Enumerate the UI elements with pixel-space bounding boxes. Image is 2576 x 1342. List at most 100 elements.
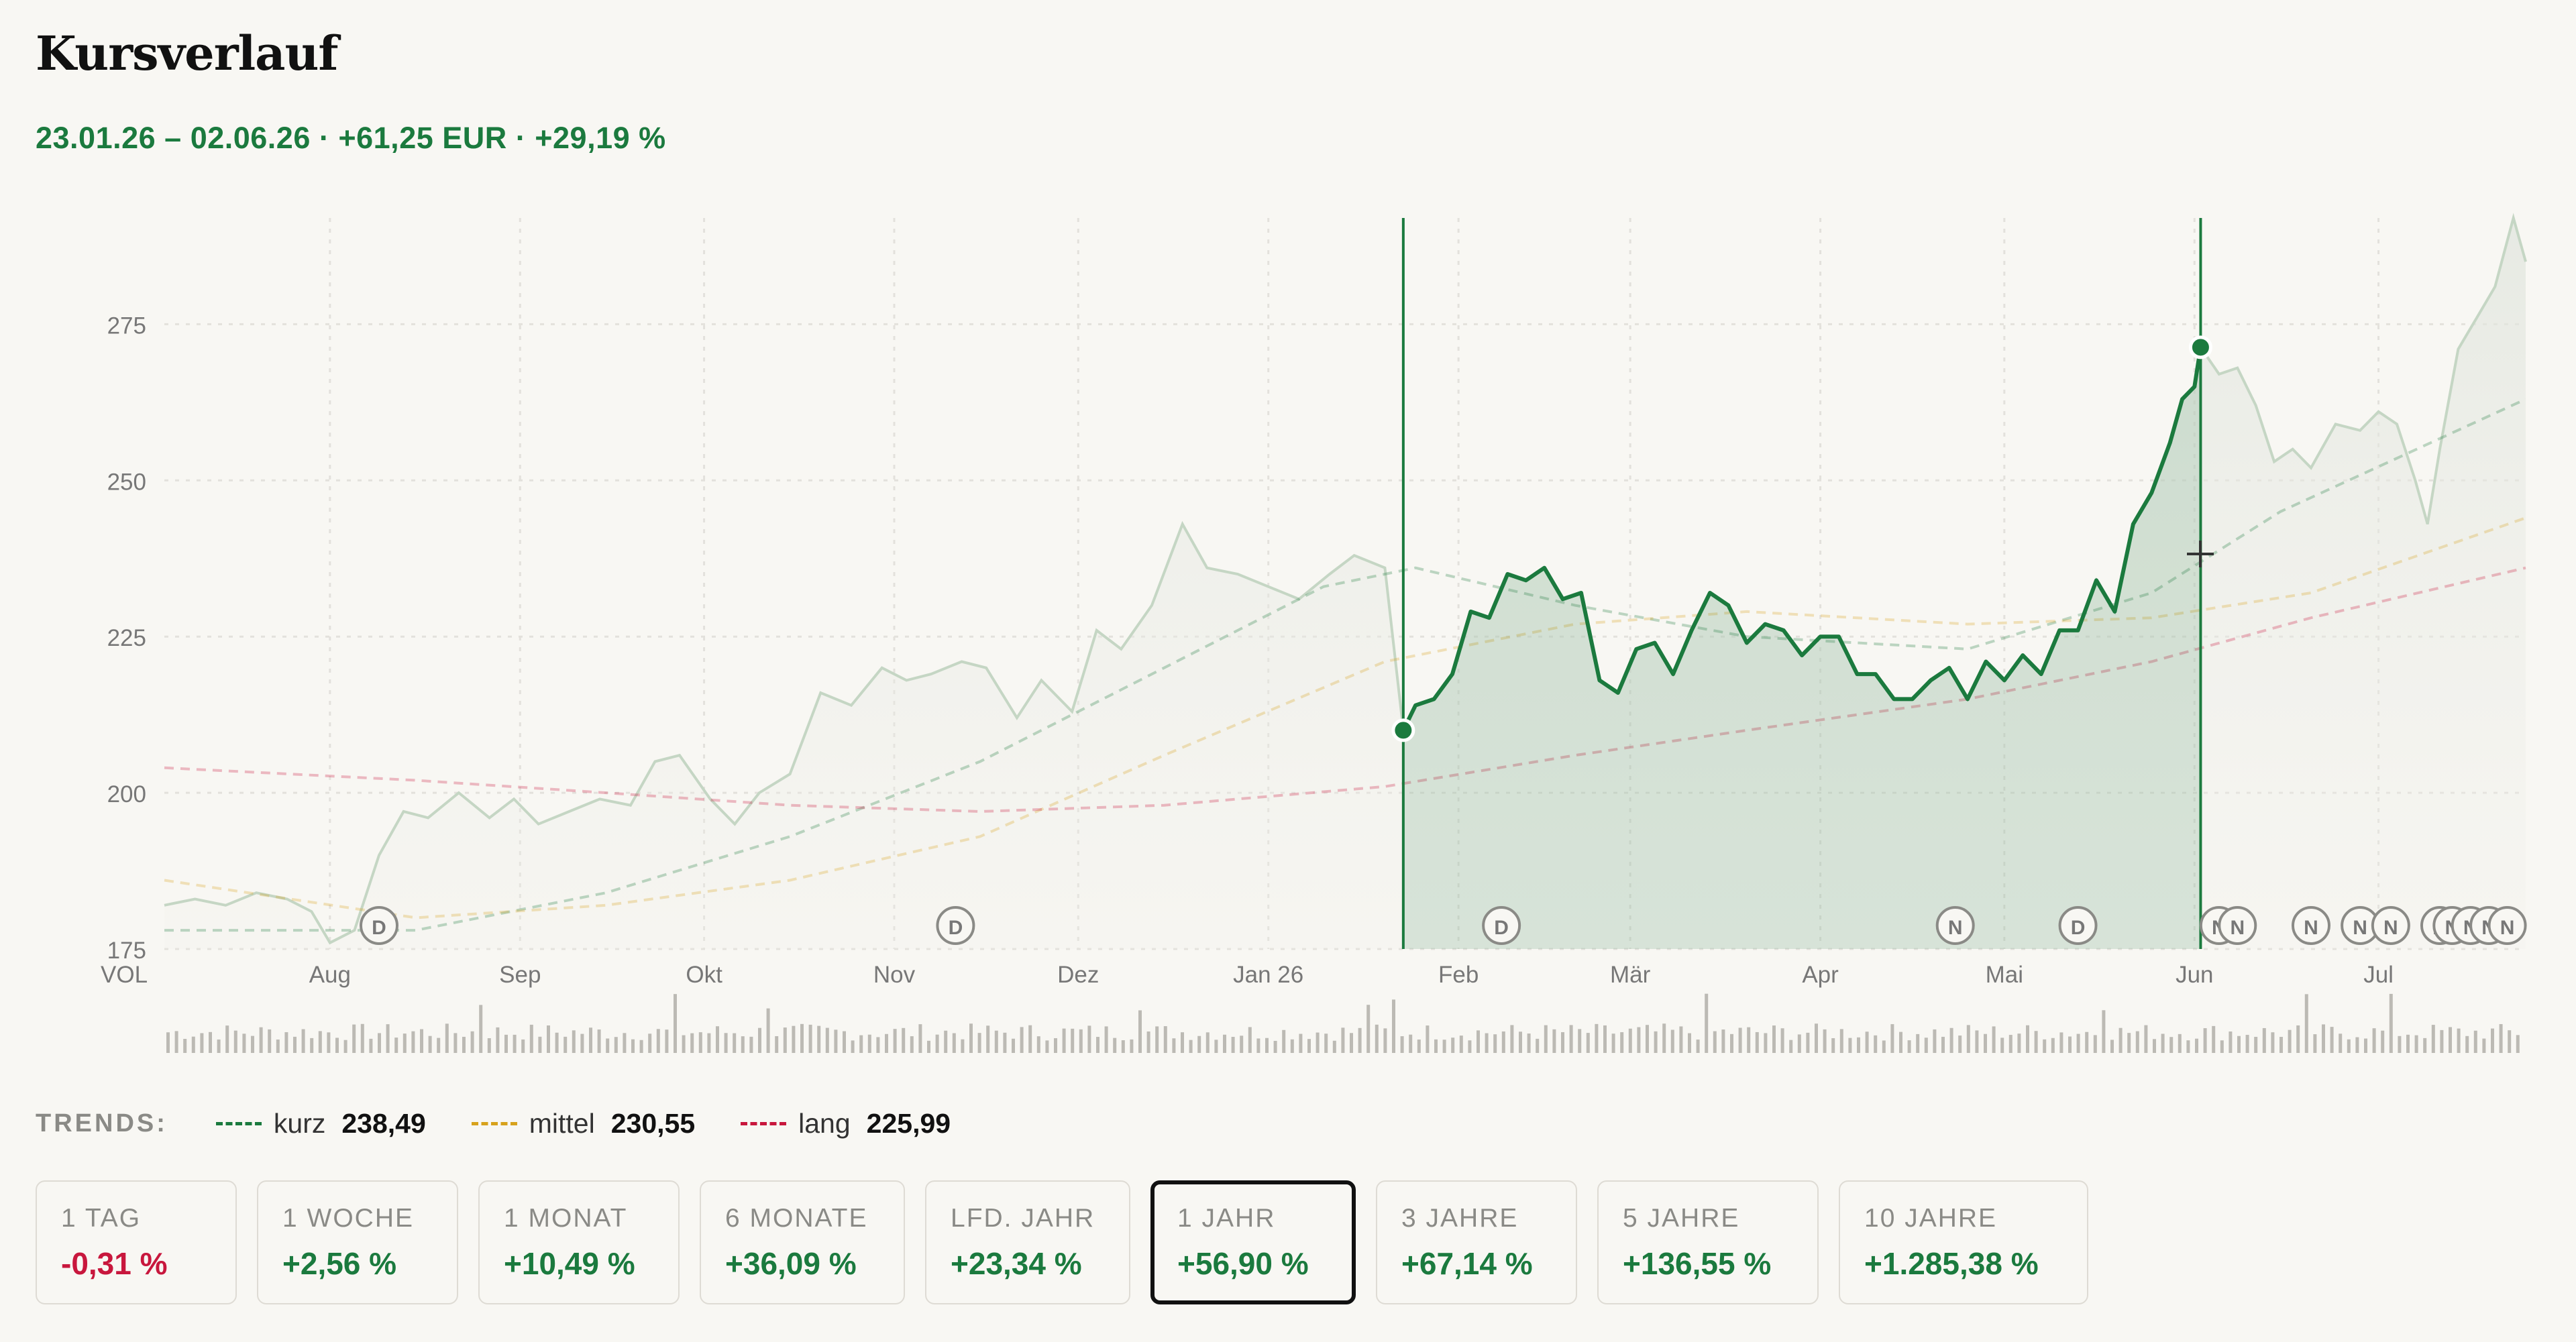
volume-bar: [2271, 1032, 2275, 1053]
volume-bar: [369, 1038, 373, 1053]
volume-bar: [453, 1033, 458, 1053]
volume-bar: [1392, 999, 1395, 1053]
volume-bar: [538, 1036, 542, 1053]
news-marker[interactable]: N: [1935, 906, 1975, 945]
period-change-value: +1.285,38 %: [1864, 1245, 2039, 1281]
volume-bar: [1223, 1034, 1226, 1053]
volume-bar: [766, 1008, 770, 1053]
dividend-marker[interactable]: D: [936, 906, 975, 945]
volume-bar: [1256, 1038, 1260, 1053]
volume-bar: [1569, 1025, 1573, 1053]
volume-bar: [2423, 1038, 2427, 1053]
volume-bar: [1857, 1037, 1860, 1053]
volume-bar: [318, 1031, 322, 1053]
period-label: 1 WOCHE: [282, 1203, 415, 1233]
volume-bar: [1172, 1038, 1176, 1053]
volume-bar: [2355, 1037, 2359, 1053]
volume-bar: [1654, 1031, 1658, 1053]
volume-bar: [166, 1032, 170, 1053]
period-button-1-woche[interactable]: 1 WOCHE +2,56 %: [257, 1180, 458, 1304]
dividend-marker[interactable]: D: [2058, 906, 2098, 945]
trend-lang: lang 225,99: [741, 1108, 951, 1139]
volume-bar: [2372, 1028, 2376, 1053]
volume-bar: [1696, 1040, 1700, 1053]
volume-bar: [1899, 1031, 1902, 1053]
period-button-1-jahr[interactable]: 1 JAHR +56,90 %: [1150, 1180, 1356, 1304]
volume-bar: [2279, 1037, 2283, 1053]
volume-bar: [183, 1038, 187, 1053]
volume-bar: [1992, 1026, 1996, 1053]
news-marker[interactable]: N: [2487, 906, 2527, 945]
volume-bar: [944, 1030, 948, 1053]
period-change-value: +23,34 %: [951, 1245, 1082, 1281]
trend-value: 225,99: [866, 1107, 951, 1139]
volume-bar: [1679, 1026, 1683, 1053]
news-marker[interactable]: N: [2341, 906, 2380, 945]
volume-bar: [834, 1029, 838, 1053]
period-button-1-tag[interactable]: 1 TAG -0,31 %: [36, 1180, 237, 1304]
selection-start-point: [1391, 718, 1415, 742]
period-change-value: -0,31 %: [61, 1245, 168, 1281]
period-button-3-jahre[interactable]: 3 JAHRE +67,14 %: [1376, 1180, 1577, 1304]
volume-bar: [707, 1033, 711, 1053]
volume-bar: [741, 1036, 745, 1053]
volume-bar: [1146, 1031, 1150, 1053]
volume-bar: [1662, 1023, 1666, 1053]
dividend-marker[interactable]: D: [1482, 906, 1521, 945]
period-label: 1 TAG: [61, 1203, 142, 1233]
news-marker[interactable]: N: [2371, 906, 2410, 945]
x-tick-label: Mär: [1610, 962, 1651, 988]
volume-bar: [783, 1027, 787, 1053]
volume-bar: [1045, 1040, 1049, 1053]
period-button-6-monate[interactable]: 6 MONATE +36,09 %: [700, 1180, 905, 1304]
dividend-marker[interactable]: D: [360, 906, 398, 945]
volume-bar: [1138, 1010, 1142, 1053]
volume-bar: [1561, 1032, 1564, 1053]
volume-bar: [808, 1024, 812, 1053]
marker-circle: [2058, 906, 2098, 945]
marker-circle: [1482, 906, 1521, 945]
volume-bar: [961, 1039, 965, 1053]
volume-bar: [2043, 1039, 2047, 1053]
volume-bar: [2195, 1038, 2198, 1053]
volume-bar: [2499, 1023, 2503, 1053]
period-button-5-jahre[interactable]: 5 JAHRE +136,55 %: [1597, 1180, 1819, 1304]
price-chart[interactable]: 175 200 225 250 275 Aug Sep Okt Nov Dez Jan 26 Feb…: [0, 0, 2576, 1073]
period-label: 1 JAHR: [1177, 1203, 1276, 1233]
volume-bar: [851, 1040, 855, 1053]
period-button-1-monat[interactable]: 1 MONAT +10,49 %: [478, 1180, 680, 1304]
volume-bar: [749, 1036, 753, 1053]
volume-bar: [1205, 1032, 1210, 1053]
volume-bar: [2364, 1038, 2367, 1053]
volume-bar: [2135, 1031, 2139, 1053]
volume-bar: [209, 1031, 212, 1053]
volume-bar: [1096, 1037, 1099, 1053]
volume-bar: [918, 1024, 922, 1053]
volume-bar: [843, 1031, 846, 1053]
period-button-10-jahre[interactable]: 10 JAHRE +1.285,38 %: [1839, 1180, 2088, 1304]
volume-bar: [902, 1027, 906, 1053]
period-button-lfd-jahr[interactable]: LFD. JAHR +23,34 %: [925, 1180, 1130, 1304]
volume-bar: [1536, 1038, 1540, 1053]
volume-bar: [1713, 1031, 1717, 1053]
volume-bar: [504, 1034, 508, 1053]
volume-bar: [1941, 1036, 1945, 1053]
volume-bar: [682, 1035, 686, 1053]
volume-bar: [2076, 1033, 2080, 1053]
volume-bar: [1409, 1034, 1413, 1053]
news-marker[interactable]: N: [2292, 906, 2330, 945]
marker-letter: D: [372, 917, 386, 939]
news-marker[interactable]: N: [2218, 906, 2257, 945]
trend-swatch: [741, 1121, 787, 1125]
volume-bar: [867, 1034, 871, 1053]
volume-bar: [2059, 1032, 2063, 1053]
volume-bar: [479, 1005, 483, 1053]
volume-bar: [606, 1038, 610, 1053]
volume-bar: [360, 1023, 364, 1053]
volume-bar: [496, 1027, 500, 1053]
volume-bar: [2085, 1031, 2089, 1053]
volume-bar: [1611, 1033, 1615, 1053]
volume-bar: [2017, 1033, 2021, 1053]
volume-bar: [1417, 1039, 1421, 1053]
period-label: 1 MONAT: [504, 1203, 628, 1233]
